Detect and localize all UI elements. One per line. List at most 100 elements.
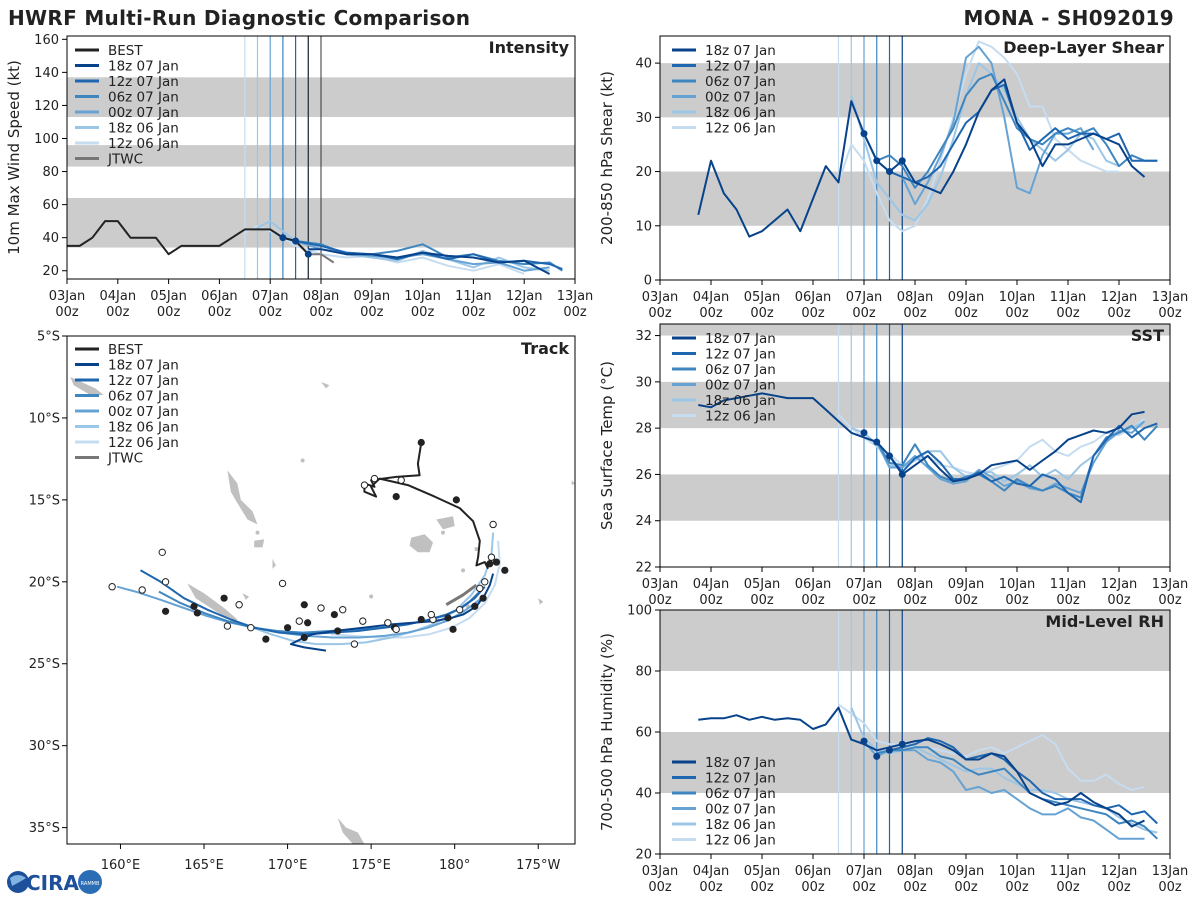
rh-xtick-label: 05Jan <box>744 864 781 879</box>
sst-series-group <box>698 392 1159 504</box>
sst-marker-2 <box>886 452 893 460</box>
shear-legend-label: 06z 07 Jan <box>705 74 776 90</box>
track-legend-label: JTWC <box>107 451 143 467</box>
track-dot-open <box>235 601 243 609</box>
track-ytick-label: 30°S <box>29 739 60 754</box>
track-dot-filled <box>501 566 509 574</box>
intensity-legend-label: 00z 07 Jan <box>108 105 179 121</box>
shear-legend-label: 12z 06 Jan <box>705 121 776 137</box>
sst-xtick-sublabel: 00z <box>903 593 927 608</box>
intensity-legend-label: 18z 07 Jan <box>108 59 179 75</box>
islet-3 <box>461 568 466 573</box>
shear-xtick-sublabel: 00z <box>750 306 774 321</box>
intensity-legend-label: 12z 06 Jan <box>108 136 179 152</box>
sst-xtick-sublabel: 00z <box>801 593 825 608</box>
intensity-xtick-label: 13Jan <box>557 289 594 304</box>
track-dot-filled <box>300 633 308 642</box>
rh-ytick-label: 100 <box>627 604 652 619</box>
intensity-xtick-label: 05Jan <box>150 289 187 304</box>
track-xtick-label: 175°W <box>516 858 560 873</box>
sst-ytick-label: 24 <box>635 514 652 529</box>
intensity-legend-label: 18z 06 Jan <box>108 121 179 137</box>
sst-series-12z-07-jan <box>888 422 1158 504</box>
track-dot-filled <box>220 594 228 602</box>
rh-legend-label: 12z 07 Jan <box>705 771 776 787</box>
shear-xtick-label: 07Jan <box>846 290 883 305</box>
logo-sub-text: RAMMB <box>81 881 100 887</box>
intensity-xtick-sublabel: 00z <box>208 305 232 320</box>
track-xtick-label: 165°E <box>184 858 224 873</box>
sst-xtick-sublabel: 00z <box>648 593 672 608</box>
rh-marker-0 <box>860 737 868 745</box>
sst-legend-label: 18z 07 Jan <box>705 331 776 347</box>
shear-series-12z-06-jan <box>837 40 1119 233</box>
rh-marker-3 <box>898 740 906 748</box>
cira-logo: CIRA RAMMB <box>7 870 102 895</box>
intensity-ytick-label: 80 <box>42 165 59 180</box>
shear-legend-label: 12z 07 Jan <box>705 59 776 75</box>
island-2 <box>272 558 276 569</box>
island-10 <box>538 598 544 605</box>
track-legend-label: 00z 07 Jan <box>108 404 179 420</box>
rh-title: Mid-Level RH <box>1045 612 1164 631</box>
intensity-ytick-label: 120 <box>34 99 59 114</box>
shear-series-06z-07-jan <box>876 73 1158 189</box>
track-dot-open <box>397 476 405 484</box>
sst-legend-label: 06z 07 Jan <box>705 362 776 378</box>
track-ytick-label: 25°S <box>29 657 60 672</box>
shear-xtick-label: 13Jan <box>1152 290 1189 305</box>
track-ytick-label: 10°S <box>29 411 60 426</box>
track-dot-filled <box>479 594 487 602</box>
rh-series-12z-07-jan <box>889 737 1158 825</box>
sst-band-1 <box>660 381 1170 429</box>
sst-ytick-label: 22 <box>635 561 652 576</box>
sst-xtick-label: 09Jan <box>948 577 985 592</box>
shear-xtick-sublabel: 00z <box>1107 306 1131 321</box>
track-legend-label: 12z 06 Jan <box>108 435 179 451</box>
sst-ytick-label: 30 <box>635 375 652 390</box>
rh-xtick-sublabel: 00z <box>1056 880 1080 895</box>
shear-ytick-label: 30 <box>635 111 652 126</box>
sst-xtick-label: 04Jan <box>693 577 730 592</box>
track-dot-open <box>489 520 497 529</box>
shear-band-1 <box>660 63 1170 118</box>
track-dot-open <box>360 481 369 489</box>
track-frame <box>66 335 576 845</box>
sst-xtick-label: 06Jan <box>795 577 832 592</box>
sst-xtick-label: 03Jan <box>642 577 679 592</box>
shear-legend-label: 18z 06 Jan <box>705 105 776 121</box>
shear-band-0 <box>660 171 1170 226</box>
sst-legend-label: 18z 06 Jan <box>705 393 776 409</box>
sst-marker-3 <box>898 470 906 478</box>
track-panel: 5°S 10°S 15°S 20°S 25°S 30°S 35°S 160°E 165°E 170… <box>29 330 576 873</box>
intensity-legend-label: JTWC <box>107 152 143 168</box>
rh-ytick-label: 20 <box>635 848 652 863</box>
rh-legend-label: 12z 06 Jan <box>705 833 776 849</box>
intensity-legend-label: BEST <box>108 43 143 59</box>
sst-xtick-sublabel: 00z <box>750 593 774 608</box>
logo-rammb-icon <box>78 870 102 894</box>
intensity-xtick-label: 03Jan <box>49 289 86 304</box>
track-dot-open <box>487 553 496 561</box>
intensity-marker-2 <box>304 250 312 258</box>
sst-ytick-label: 28 <box>635 422 652 437</box>
shear-xtick-label: 06Jan <box>795 290 832 305</box>
shear-xtick-sublabel: 00z <box>954 306 978 321</box>
shear-panel: 01020304003Jan00z04Jan00z05Jan00z06Jan00… <box>598 35 1189 321</box>
shear-ylabel: 200-850 hPa Shear (kt) <box>598 71 616 245</box>
track-dot-filled <box>283 624 292 632</box>
shear-xtick-sublabel: 00z <box>699 306 723 321</box>
shear-xtick-sublabel: 00z <box>903 306 927 321</box>
rh-xtick-label: 04Jan <box>693 864 730 879</box>
sst-xtick-label: 07Jan <box>846 577 883 592</box>
rh-xtick-sublabel: 00z <box>699 880 723 895</box>
shear-marker-2 <box>886 168 893 176</box>
islet-2 <box>474 547 479 552</box>
intensity-xtick-sublabel: 00z <box>513 305 537 320</box>
rh-band-1 <box>660 610 1170 671</box>
rh-xtick-label: 10Jan <box>999 864 1036 879</box>
rh-series-18z-07-jan <box>698 706 1145 828</box>
